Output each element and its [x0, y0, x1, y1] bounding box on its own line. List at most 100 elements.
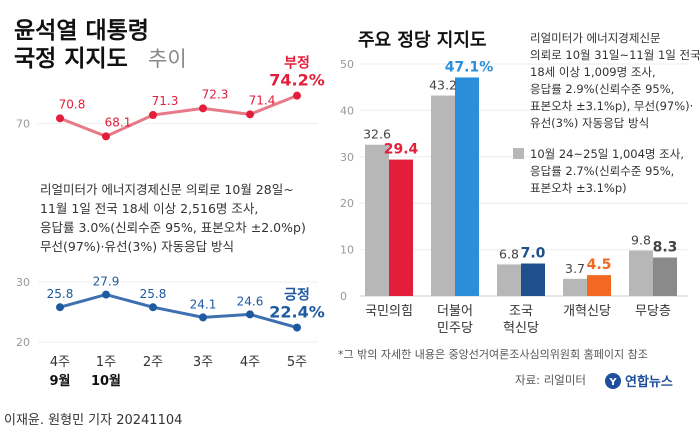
right-note-line: 유선(3%) 자동응답 방식: [530, 116, 649, 130]
bar-current-label: 47.1%: [445, 59, 494, 75]
category-label: 무당층: [635, 304, 671, 319]
y-tick-label: 70: [16, 118, 30, 131]
negative-value-label: 68.1: [105, 115, 132, 129]
left-note-line: 응답률 3.0%(신뢰수준 95%, 표본오차 ±2.0%p): [40, 220, 306, 235]
x-tick-label: 4주: [240, 355, 260, 370]
right-note-current: 리얼미터가 에너지경제신문 의뢰로 10월 31일~11월 1일 전국 18세 …: [530, 31, 700, 130]
bar-previous-label: 6.8: [499, 246, 519, 261]
bar-previous-label: 3.7: [565, 261, 585, 276]
positive-point: [293, 323, 301, 332]
bar-current-label: 4.5: [587, 257, 612, 273]
right-note-line: 응답률 2.7%(신뢰수준 95%,: [530, 164, 674, 178]
negative-point: [149, 111, 157, 119]
left-note-line: 무선(97%)·유선(3%) 자동응답 방식: [40, 239, 234, 254]
category-label: 국민의힘: [365, 304, 413, 319]
x-month-label: 10월: [91, 373, 121, 389]
right-note-line: 리얼미터가 에너지경제신문: [530, 31, 661, 45]
positive-point: [102, 290, 110, 299]
positive-point: [246, 310, 254, 319]
negative-point: [102, 132, 110, 141]
bar-current: [587, 275, 611, 296]
left-title-bold: 국정 지지도: [14, 46, 128, 72]
bar-previous: [563, 278, 587, 296]
y-tick-label: 0: [340, 290, 347, 303]
bar-previous-label: 32.6: [363, 127, 391, 142]
y-tick-label: 40: [340, 104, 354, 117]
positive-value-label: 24.6: [237, 294, 264, 308]
positive-line: [59, 293, 298, 330]
positive-point: [199, 313, 207, 322]
bar-previous: [629, 250, 653, 296]
x-tick-label: 1주: [96, 355, 116, 370]
left-note-line: 리얼미터가 에너지경제신문 의뢰로 10월 28일~: [40, 182, 294, 197]
credit: 이재윤. 원형민 기자 20241104: [4, 413, 182, 428]
right-note-previous: 10월 24~25일 1,004명 조사, 응답률 2.7%(신뢰수준 95%,…: [513, 147, 684, 195]
category-label: 민주당: [437, 321, 473, 336]
x-month-label: 9월: [49, 373, 70, 389]
y-tick-label: 20: [16, 336, 30, 349]
bar-current-label: 29.4: [384, 142, 419, 158]
positive-series-name: 긍정: [284, 287, 310, 304]
bar-previous: [497, 264, 521, 296]
right-note-line: 18세 이상 1,009명 조사,: [530, 65, 656, 79]
category-label: 조국: [509, 304, 533, 319]
x-tick-label: 3주: [193, 355, 213, 370]
left-note-line: 11월 1일 전국 18세 이상 2,516명 조사,: [40, 201, 258, 216]
right-title: 주요 정당 지지도: [358, 30, 486, 51]
legend-swatch-previous: [513, 148, 524, 159]
bar-current: [521, 263, 545, 296]
positive-value-label: 24.1: [190, 297, 217, 311]
x-tick-label: 4주: [50, 355, 70, 370]
brand-logo-icon: [605, 373, 621, 389]
bar-previous: [365, 144, 389, 296]
x-tick-label: 2주: [143, 355, 163, 370]
right-note-line: 표본오차 ±3.1%p), 무선(97%)·: [530, 99, 693, 113]
bar-previous: [431, 95, 455, 296]
positive-point: [149, 303, 157, 312]
left-title-line1: 윤석열 대통령: [14, 18, 149, 44]
negative-point: [56, 114, 64, 123]
negative-last-label: 74.2%: [269, 71, 325, 90]
positive-value-label: 25.8: [140, 287, 167, 301]
y-tick-label: 10: [340, 244, 354, 257]
category-label: 혁신당: [503, 321, 539, 336]
bar-current-label: 8.3: [653, 239, 678, 255]
bar-current: [455, 77, 479, 297]
y-tick-label: 30: [340, 151, 354, 164]
negative-point: [246, 110, 254, 119]
negative-value-label: 70.8: [59, 97, 86, 111]
left-gridlines: 70 20 30: [16, 118, 318, 349]
positive-point: [56, 303, 64, 312]
bar-previous-label: 9.8: [631, 233, 651, 248]
x-tick-label: 5주: [287, 355, 307, 370]
left-note: 리얼미터가 에너지경제신문 의뢰로 10월 28일~ 11월 1일 전국 18세…: [40, 182, 306, 254]
right-note-line: 10월 24~25일 1,004명 조사,: [530, 147, 684, 161]
bar-current: [389, 159, 413, 296]
negative-series-name: 부정: [284, 55, 310, 72]
brand-name: 연합뉴스: [625, 374, 673, 390]
category-label: 더불어: [437, 304, 473, 319]
positive-value-label: 25.8: [47, 287, 74, 301]
brand-logo: Y 연합뉴스: [605, 373, 673, 390]
brand-logo-glyph: Y: [608, 377, 617, 388]
negative-value-label: 71.3: [152, 94, 179, 108]
y-tick-label: 50: [340, 58, 354, 71]
negative-value-label: 71.4: [249, 93, 276, 107]
right-note-line: 표본오차 ±3.1%p): [530, 181, 627, 195]
right-note-line: 응답률 2.9%(신뢰수준 95%,: [530, 82, 674, 96]
bar-current: [653, 257, 677, 296]
category-label: 개혁신당: [563, 304, 611, 319]
left-title-light: 추이: [148, 47, 187, 71]
bar-current-label: 7.0: [521, 246, 546, 262]
right-note-line: 의뢰로 10월 31일~11월 1일 전국: [530, 48, 700, 62]
y-tick-label: 30: [16, 276, 30, 289]
positive-last-label: 22.4%: [269, 303, 325, 322]
negative-line: [59, 94, 298, 138]
source: 자료: 리얼미터: [515, 373, 586, 387]
source-note: *그 밖의 자세한 내용은 중앙선거여론조사심의위원회 홈페이지 참조: [338, 347, 648, 361]
negative-value-label: 72.3: [202, 87, 229, 101]
positive-value-label: 27.9: [93, 275, 120, 289]
